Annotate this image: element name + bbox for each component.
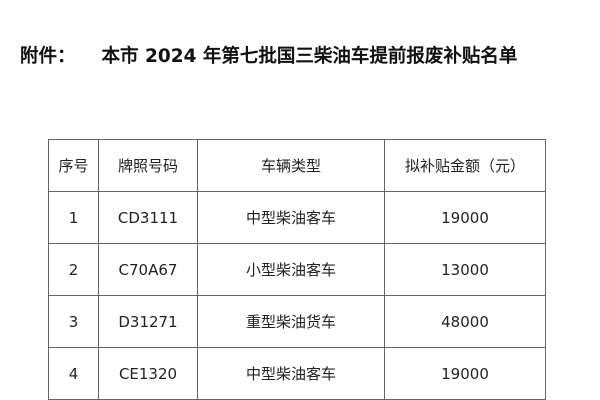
cell-type: 重型柴油货车: [197, 295, 385, 348]
header-index: 序号: [48, 139, 99, 192]
cell-plate: D31271: [98, 295, 198, 348]
header-amount: 拟补贴金额（元）: [384, 139, 546, 192]
cell-type: 中型柴油客车: [197, 191, 385, 244]
table-header-row: 序号 牌照号码 车辆类型 拟补贴金额（元）: [48, 139, 546, 192]
cell-amount: 48000: [384, 295, 546, 348]
title-prefix: 附件：: [20, 46, 76, 67]
cell-index: 3: [48, 295, 99, 348]
table-row: 1 CD3111 中型柴油客车 19000: [48, 191, 546, 244]
cell-plate: CD3111: [98, 191, 198, 244]
cell-amount: 19000: [384, 347, 546, 400]
cell-plate: CE1320: [98, 347, 198, 400]
header-type: 车辆类型: [197, 139, 385, 192]
table-row: 2 C70A67 小型柴油客车 13000: [48, 243, 546, 296]
cell-type: 小型柴油客车: [197, 243, 385, 296]
cell-index: 4: [48, 347, 99, 400]
header-plate: 牌照号码: [98, 139, 198, 192]
cell-amount: 13000: [384, 243, 546, 296]
title-text: 本市 2024 年第七批国三柴油车提前报废补贴名单: [101, 46, 518, 67]
cell-index: 2: [48, 243, 99, 296]
document-title: 附件： 本市 2024 年第七批国三柴油车提前报废补贴名单: [20, 42, 595, 68]
cell-type: 中型柴油客车: [197, 347, 385, 400]
table-row: 3 D31271 重型柴油货车 48000: [48, 295, 546, 348]
subsidy-table: 序号 牌照号码 车辆类型 拟补贴金额（元） 1 CD3111 中型柴油客车 19…: [48, 139, 546, 400]
cell-index: 1: [48, 191, 99, 244]
cell-plate: C70A67: [98, 243, 198, 296]
table-row: 4 CE1320 中型柴油客车 19000: [48, 347, 546, 400]
cell-amount: 19000: [384, 191, 546, 244]
